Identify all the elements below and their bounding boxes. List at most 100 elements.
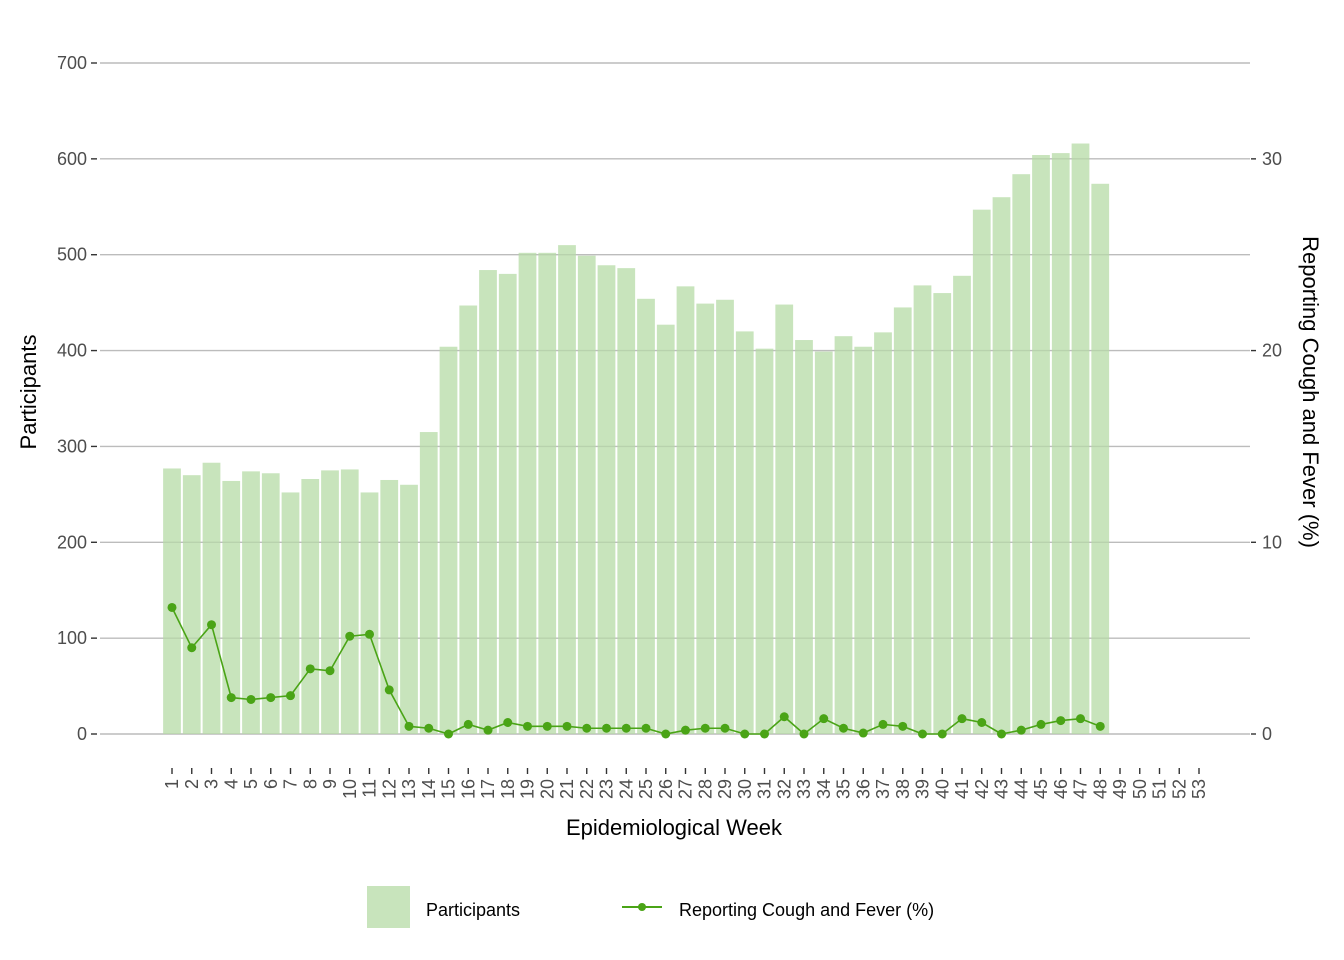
bar <box>558 245 576 734</box>
y-tick-label: 200 <box>57 532 87 552</box>
line-point <box>562 721 572 731</box>
y-tick-label: 100 <box>57 628 87 648</box>
left-axis: 0 100 200 300 400 500 600 700 <box>57 53 97 744</box>
bar <box>1091 183 1110 734</box>
line-point <box>740 729 750 739</box>
line-point <box>779 712 789 722</box>
line-point <box>1076 714 1085 724</box>
line-point <box>819 714 829 724</box>
bar <box>261 473 280 734</box>
legend-swatch-point <box>638 903 646 911</box>
bar <box>459 305 478 734</box>
x-tick-label: 2 <box>182 779 202 789</box>
bar <box>775 304 794 734</box>
line-point <box>918 729 927 739</box>
line-point <box>839 723 848 733</box>
x-tick-label: 16 <box>458 779 478 799</box>
bar <box>1051 153 1070 734</box>
x-tick-label: 15 <box>439 779 459 799</box>
bar <box>1032 155 1050 735</box>
bar <box>301 479 320 734</box>
line-point <box>878 719 888 729</box>
bar <box>696 303 715 734</box>
x-tick-label: 41 <box>952 779 972 799</box>
bar <box>854 346 873 734</box>
x-tick-label: 43 <box>992 779 1012 799</box>
bar <box>577 255 596 734</box>
x-tick-label: 23 <box>597 779 617 799</box>
line-point <box>760 729 769 739</box>
x-tick-label: 28 <box>695 779 715 799</box>
x-tick-label: 13 <box>399 779 419 799</box>
line-point <box>365 629 374 639</box>
x-tick-label: 1 <box>162 779 182 789</box>
bar <box>933 293 952 734</box>
line-point <box>384 685 394 695</box>
x-tick-label: 40 <box>932 779 952 799</box>
x-tick-label: 21 <box>557 779 577 799</box>
bar <box>360 492 379 734</box>
x-tick-label: 14 <box>419 779 439 799</box>
bar <box>716 299 734 734</box>
x-tick-label: 18 <box>498 779 518 799</box>
line-point <box>1095 721 1105 731</box>
y-right-tick-label: 20 <box>1262 341 1282 361</box>
bar <box>597 265 616 734</box>
right-axis: 0 10 20 30 <box>1251 149 1282 744</box>
x-tick-label: 37 <box>873 779 893 799</box>
bar <box>735 331 754 734</box>
bar <box>834 336 853 734</box>
y-axis-right-title: Reporting Cough and Fever (%) <box>1298 236 1323 548</box>
bar <box>795 340 813 734</box>
line-point <box>503 717 513 727</box>
x-tick-label: 17 <box>478 779 498 799</box>
x-tick-label: 6 <box>261 779 281 789</box>
x-tick-label: 10 <box>340 779 360 799</box>
line-point <box>207 620 216 630</box>
bar <box>400 484 418 734</box>
bar <box>380 479 399 734</box>
line-point <box>542 721 552 731</box>
x-tick-label: 49 <box>1110 779 1130 799</box>
line-point <box>305 664 315 674</box>
bar <box>498 273 517 734</box>
line-point <box>681 725 690 735</box>
bar <box>281 492 300 734</box>
x-tick-label: 26 <box>656 779 676 799</box>
y-right-tick-label: 30 <box>1262 149 1282 169</box>
bar <box>1071 143 1090 734</box>
line-point <box>266 693 276 703</box>
x-tick-label: 32 <box>774 779 794 799</box>
line-point <box>424 723 434 733</box>
bar <box>755 348 774 734</box>
bar <box>439 346 458 734</box>
line-point <box>246 694 256 704</box>
line-point <box>957 714 967 724</box>
line-point <box>167 602 177 612</box>
legend-label-participants: Participants <box>426 900 520 920</box>
y-right-tick-label: 10 <box>1262 532 1282 552</box>
line-point <box>226 693 236 703</box>
x-tick-label: 33 <box>794 779 814 799</box>
line-point <box>977 717 987 727</box>
line-point <box>187 643 197 653</box>
bar <box>676 286 695 734</box>
x-tick-label: 38 <box>893 779 913 799</box>
x-tick-label: 12 <box>379 779 399 799</box>
legend-swatch-participants <box>367 886 410 928</box>
x-tick-label: 8 <box>300 779 320 789</box>
line-point <box>582 723 592 733</box>
x-tick-label: 27 <box>676 779 696 799</box>
x-tick-label: 5 <box>241 779 261 789</box>
line-point <box>720 723 730 733</box>
line-point <box>641 723 651 733</box>
line-point <box>602 723 611 733</box>
y-right-tick-label: 0 <box>1262 724 1272 744</box>
line-point <box>898 721 908 731</box>
bar <box>637 298 655 734</box>
line-point <box>523 721 532 731</box>
bar <box>913 285 932 734</box>
x-tick-label: 48 <box>1090 779 1110 799</box>
y-tick-label: 500 <box>57 245 87 265</box>
